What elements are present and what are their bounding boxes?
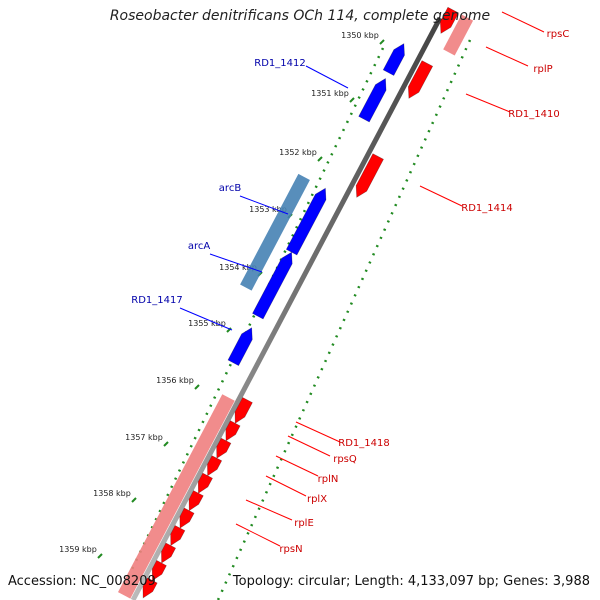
- tick-mark: [349, 97, 355, 103]
- right-dotted-track: [216, 39, 472, 600]
- gene-arrow-icon: [207, 455, 223, 477]
- gene-arrow-icon: [382, 43, 405, 76]
- label-leader-line: [295, 421, 341, 443]
- label-leader-line: [275, 455, 319, 477]
- tick-label: 1357 kbp: [125, 433, 163, 442]
- gene-arrow-icon: [188, 490, 204, 512]
- gene-arrow-icon: [227, 327, 253, 367]
- gene-label-rpln: rplN: [318, 474, 339, 485]
- gene-arrow-icon: [170, 525, 186, 547]
- label-leader-line: [235, 523, 281, 547]
- tick-mark: [163, 441, 169, 447]
- left-dotted-track: [120, 47, 385, 591]
- tick-mark: [194, 384, 200, 390]
- label-leader-line: [239, 195, 289, 215]
- gene-arrow-icon: [179, 507, 195, 529]
- gene-arrow-icon: [161, 542, 177, 564]
- gene-label-rd1_1418: RD1_1418: [338, 438, 389, 449]
- label-leader-line: [501, 11, 545, 33]
- gene-label-rpsc: rpsC: [547, 29, 570, 40]
- tick-label: 1359 kbp: [59, 545, 97, 554]
- tick-label: 1356 kbp: [156, 376, 194, 385]
- gene-label-rd1_1410: RD1_1410: [508, 109, 559, 120]
- gene-arrow-icon: [407, 60, 434, 99]
- gene-arrow-icon: [358, 77, 387, 123]
- gene-arrow-icon: [439, 6, 459, 34]
- operon-band: [240, 173, 310, 291]
- gene-arrow-icon: [355, 153, 384, 198]
- label-leader-line: [245, 499, 293, 521]
- gene-label-rple: rplE: [294, 518, 314, 529]
- genome-title: Roseobacter denitrificans OCh 114, compl…: [109, 8, 491, 24]
- gene-label-arca: arcA: [188, 241, 211, 252]
- gene-arrow-icon: [234, 397, 253, 424]
- tick-label: 1350 kbp: [341, 31, 379, 40]
- operon-band: [118, 394, 235, 599]
- gene-arrow-icon: [216, 437, 232, 459]
- tick-label: 1352 kbp: [279, 148, 317, 157]
- label-leader-line: [305, 65, 349, 89]
- gene-label-rd1_1412: RD1_1412: [254, 58, 305, 69]
- gene-arrow-icon: [225, 420, 241, 442]
- label-leader-line: [419, 185, 463, 207]
- label-leader-line: [179, 307, 233, 331]
- label-leader-line: [209, 253, 263, 273]
- tick-label: 1353 kbp: [249, 205, 287, 214]
- gene-label-arcb: arcB: [219, 183, 242, 194]
- gene-arrow-icon: [285, 187, 327, 256]
- gene-label-rd1_1417: RD1_1417: [131, 295, 182, 306]
- tick-label: 1351 kbp: [311, 89, 349, 98]
- gene-arrow-icon: [151, 559, 167, 582]
- tick-mark: [379, 39, 385, 45]
- label-leader-line: [465, 93, 511, 113]
- tick-mark: [226, 327, 232, 333]
- label-leader-line: [485, 46, 529, 67]
- operon-band: [443, 14, 474, 56]
- gene-arrow-icon: [197, 472, 213, 494]
- tick-label: 1358 kbp: [93, 489, 131, 498]
- tick-label: 1354 kbp: [219, 263, 257, 272]
- gene-label-rplx: rplX: [307, 494, 327, 505]
- tick-mark: [131, 497, 137, 503]
- genome-backbone: [130, 16, 443, 600]
- tick-label: 1355 kbp: [188, 319, 226, 328]
- label-leader-line: [265, 475, 307, 497]
- accession-text: Accession: NC_008209: [8, 574, 156, 589]
- gene-label-rplp: rplP: [533, 64, 552, 75]
- gene-arrow-icon: [252, 251, 293, 320]
- gene-label-rpsn: rpsN: [279, 544, 302, 555]
- genome-summary-text: Topology: circular; Length: 4,133,097 bp…: [232, 574, 590, 589]
- tick-mark: [317, 156, 323, 162]
- label-leader-line: [287, 435, 331, 457]
- tick-mark: [97, 553, 103, 559]
- gene-arrow-icon: [142, 577, 158, 599]
- gene-label-rpsq: rpsQ: [333, 454, 357, 465]
- gene-label-rd1_1414: RD1_1414: [461, 203, 512, 214]
